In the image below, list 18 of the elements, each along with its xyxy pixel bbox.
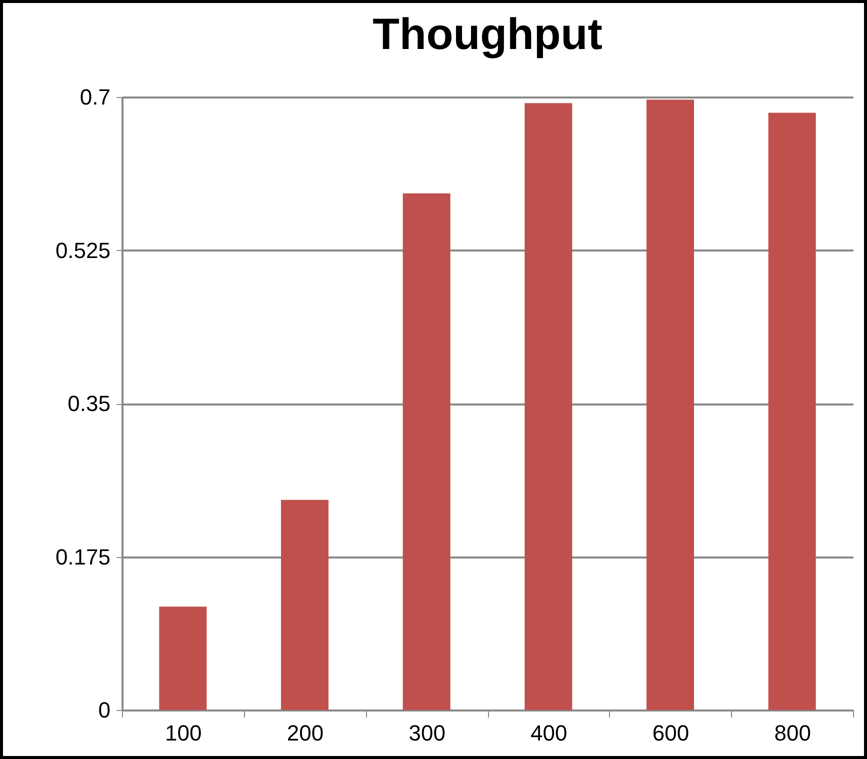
y-tick-label: 0.525 — [55, 238, 110, 263]
bar — [524, 103, 572, 710]
bar — [280, 500, 329, 710]
x-tick-label: 400 — [530, 720, 568, 746]
y-tick-label: 0 — [98, 698, 110, 722]
bar — [402, 193, 450, 710]
x-tick-label: 300 — [408, 720, 446, 746]
y-tick-label: 0.175 — [55, 544, 110, 570]
bar — [159, 606, 207, 710]
chart-title: Thoughput — [372, 10, 603, 59]
bar — [768, 112, 816, 710]
y-tick-label: 0.35 — [68, 391, 110, 416]
x-tick-label: 100 — [165, 720, 202, 746]
x-tick-label: 200 — [286, 720, 324, 746]
x-tick-label: 800 — [774, 720, 811, 746]
x-tick-label: 600 — [652, 720, 690, 746]
bar — [646, 100, 694, 710]
y-tick-label: 0.7 — [80, 84, 110, 110]
